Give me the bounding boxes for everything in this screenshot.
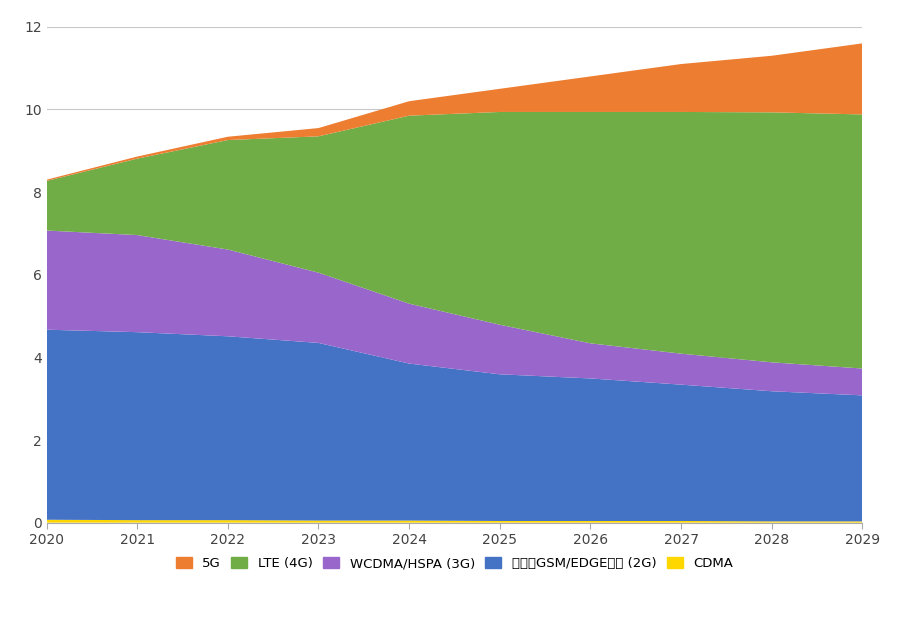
Legend: 5G, LTE (4G), WCDMA/HSPA (3G), 仅使用GSM/EDGE网络 (2G), CDMA: 5G, LTE (4G), WCDMA/HSPA (3G), 仅使用GSM/ED… xyxy=(171,552,738,576)
